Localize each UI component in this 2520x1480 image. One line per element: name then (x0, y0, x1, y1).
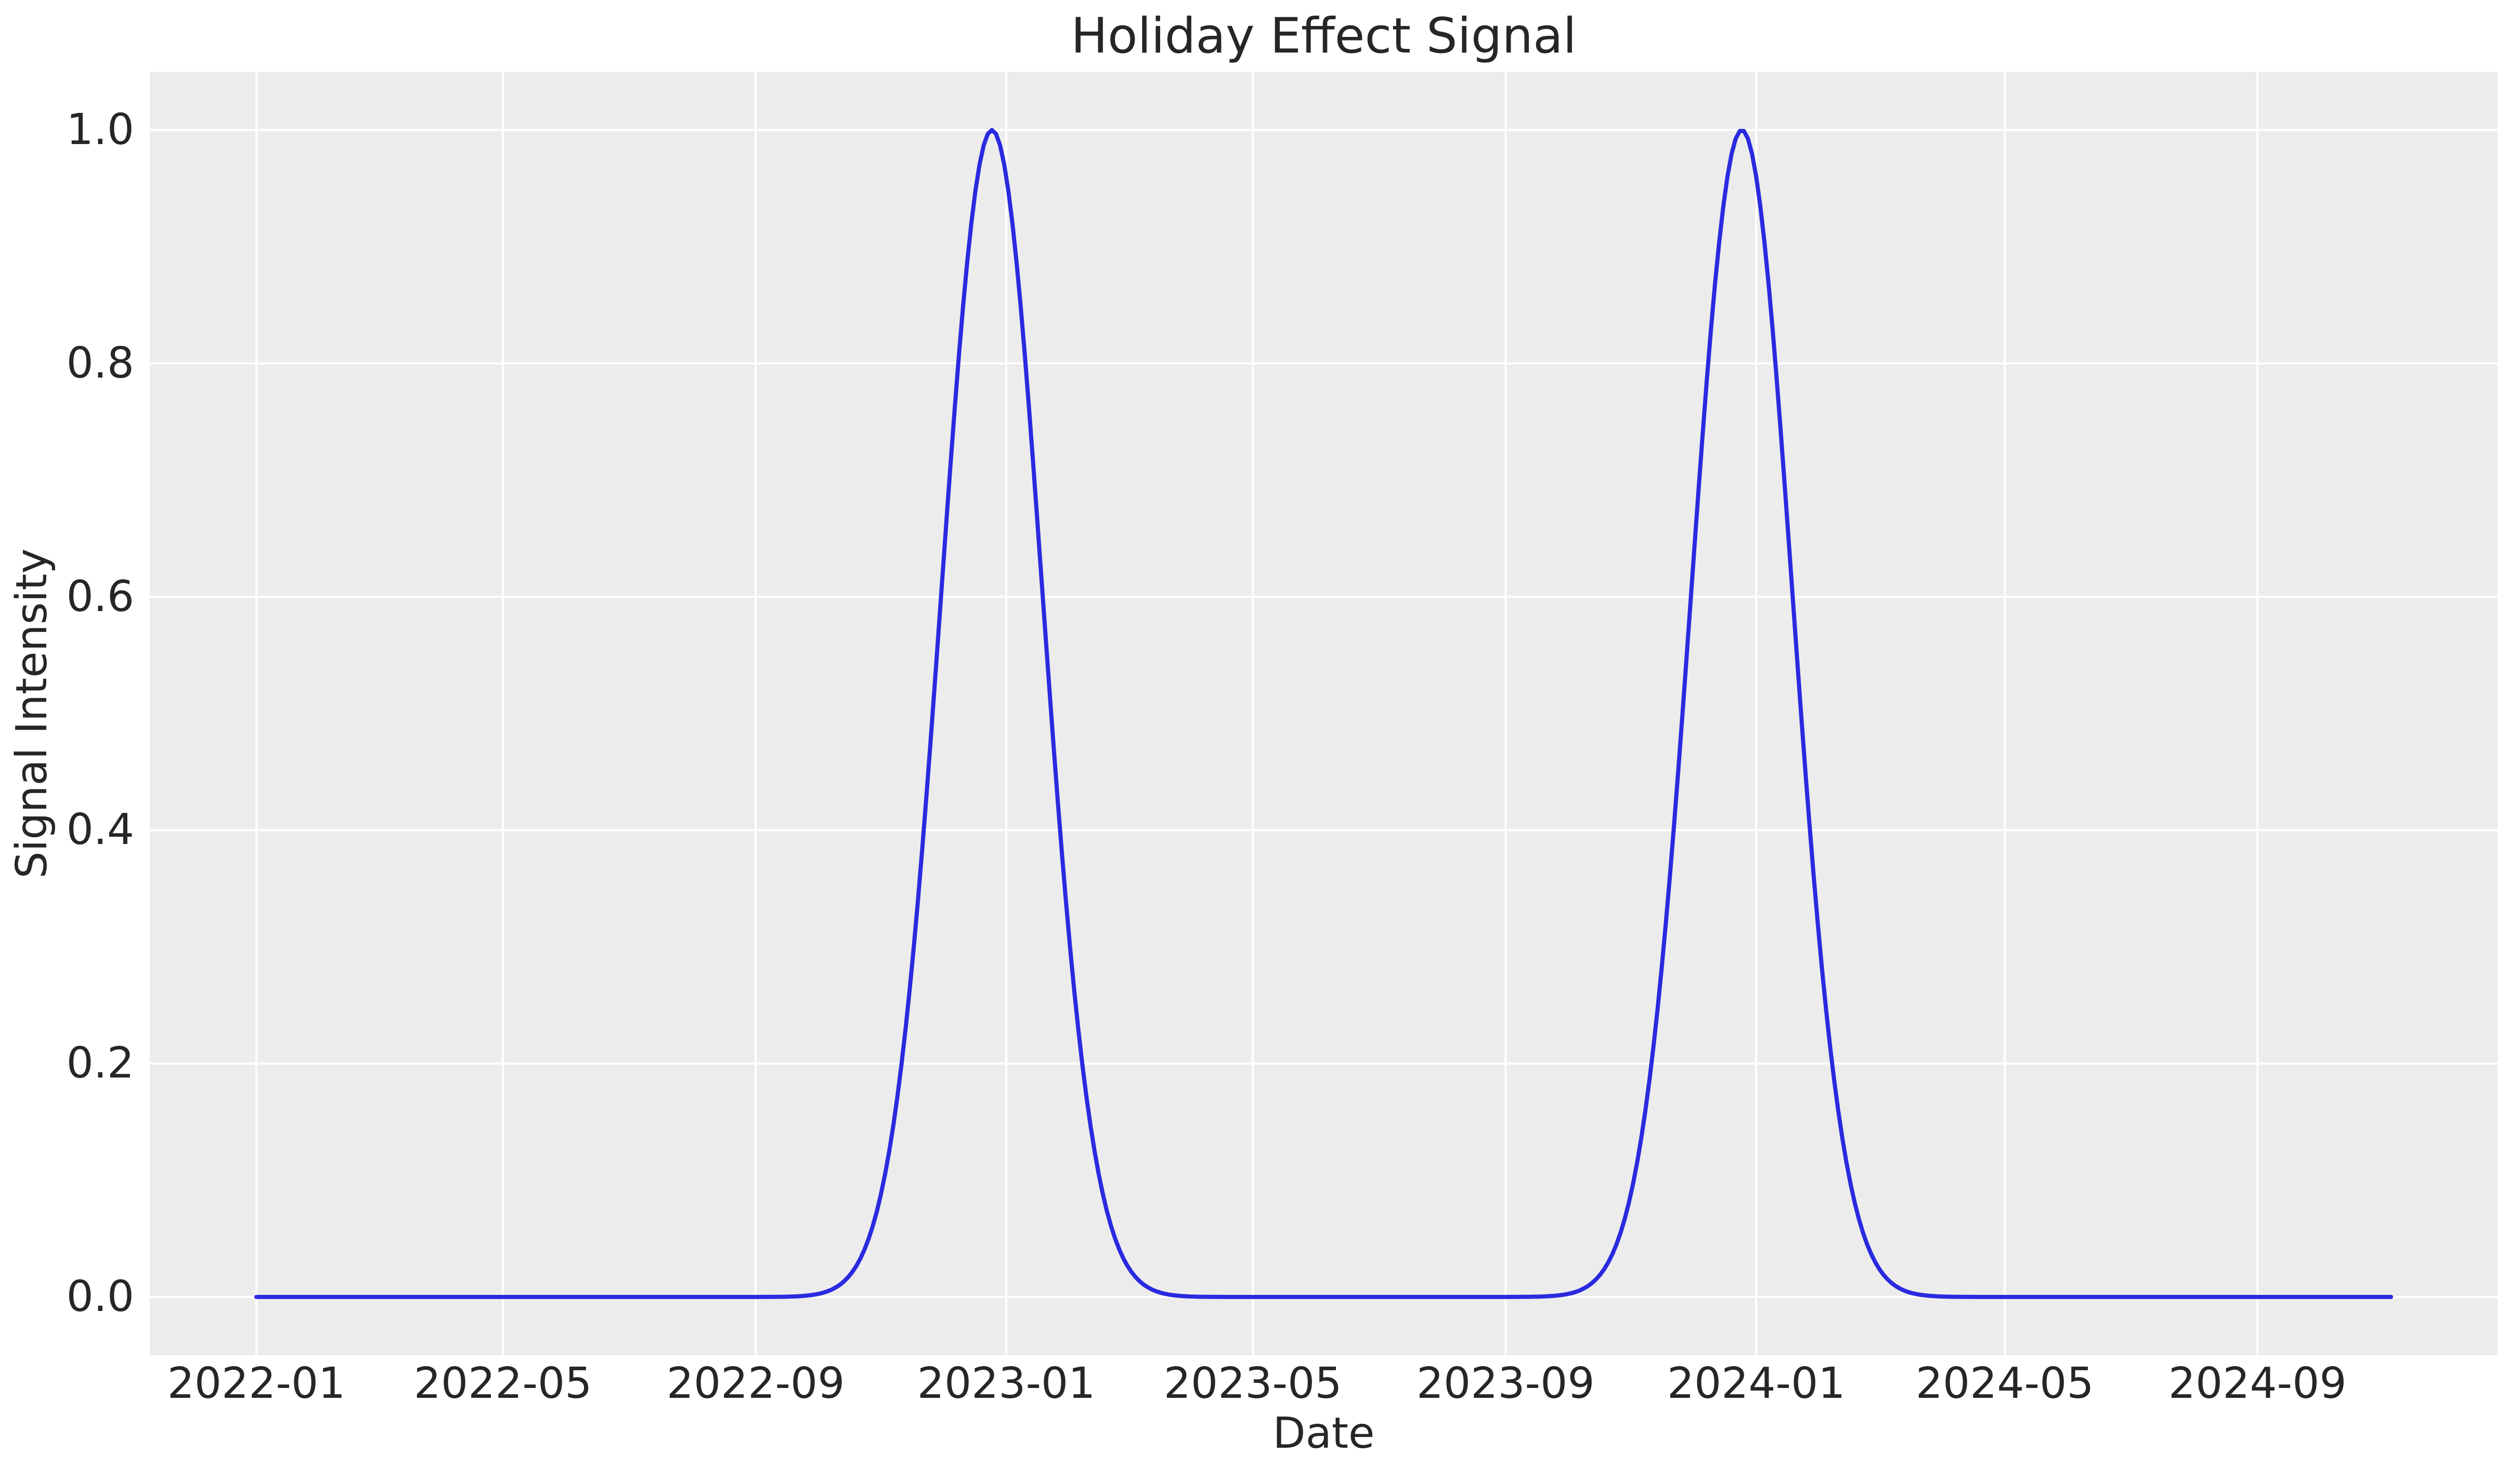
chart-title: Holiday Effect Signal (1071, 8, 1577, 64)
x-tick-label: 2022-05 (413, 1359, 592, 1408)
x-tick-label: 2024-09 (2168, 1359, 2347, 1408)
x-gridlines (255, 72, 2259, 1355)
x-axis-label: Date (1272, 1409, 1375, 1458)
x-tick-label: 2024-05 (1915, 1359, 2094, 1408)
plot-background (150, 72, 2498, 1355)
y-tick-label: 0.4 (66, 805, 134, 855)
x-tick-label: 2022-09 (666, 1359, 845, 1408)
x-tick-label: 2022-01 (167, 1359, 346, 1408)
x-tick-label: 2023-01 (917, 1359, 1096, 1408)
series-line-holiday-effect (254, 128, 2393, 1299)
x-tick-label: 2024-01 (1667, 1359, 1846, 1408)
y-tick-label: 1.0 (66, 105, 134, 154)
y-tick-label: 0.2 (66, 1038, 134, 1088)
x-tick-label: 2023-09 (1416, 1359, 1595, 1408)
x-tick-label: 2023-05 (1163, 1359, 1342, 1408)
y-tick-label: 0.6 (66, 572, 134, 621)
y-tick-label: 0.8 (66, 338, 134, 388)
y-tick-label: 0.0 (66, 1272, 134, 1321)
